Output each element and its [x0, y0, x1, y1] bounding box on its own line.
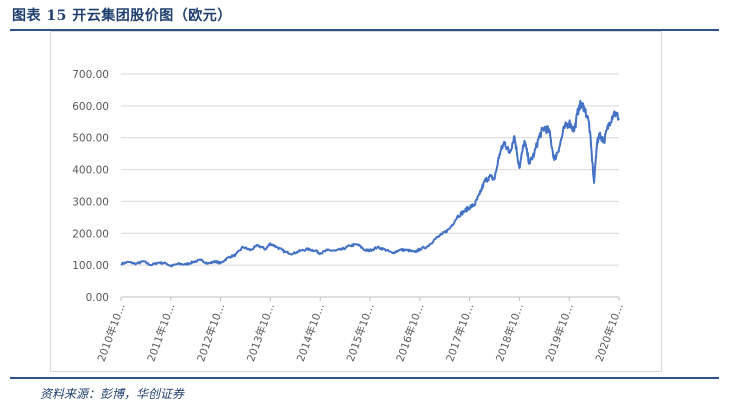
y-tick-label: 600.00 [72, 101, 109, 113]
x-tick-label: 2014年10… [294, 302, 327, 364]
y-tick-label: 0.00 [86, 292, 109, 304]
y-tick-label: 200.00 [72, 228, 109, 240]
y-tick-label: 100.00 [72, 260, 109, 272]
x-tick-label: 2017年10… [443, 302, 476, 364]
y-tick-label: 700.00 [72, 69, 109, 81]
y-tick-label: 300.00 [72, 196, 109, 208]
x-tick-label: 2013年10… [244, 302, 277, 364]
gridlines [121, 73, 619, 266]
axes [120, 296, 620, 301]
source-note: 资料来源：彭博，华创证券 [40, 387, 185, 401]
x-tick-label: 2010年10… [95, 302, 128, 364]
x-tick-label: 2012年10… [194, 302, 227, 364]
y-tick-label: 400.00 [72, 165, 109, 177]
figure-title: 图表 15 开云集团股价图（欧元） [12, 8, 232, 24]
x-axis-tick-labels: 2010年10… 2011年10… 2012年10… 2013年10… 2014年10…… [95, 302, 626, 364]
series-line-0 [120, 99, 620, 268]
x-tick-label: 2018年10… [493, 302, 526, 364]
x-tick-label: 2019年10… [543, 302, 576, 364]
y-tick-label: 500.00 [72, 133, 109, 145]
y-axis-tick-labels: 0.00 100.00 200.00 300.00 400.00 500.00 600.00… [72, 69, 109, 304]
x-tick-label: 2016年10… [394, 302, 427, 364]
title-divider [10, 29, 719, 31]
x-tick-label: 2011年10… [145, 302, 178, 364]
x-tick-label: 2020年10… [593, 302, 626, 364]
x-tick-label: 2015年10… [344, 302, 377, 364]
stock-price-chart: 0.00 100.00 200.00 300.00 400.00 500.00 600.00… [72, 69, 626, 364]
chart-frame: 0.00 100.00 200.00 300.00 400.00 500.00 600.00… [50, 31, 662, 372]
footer-divider [10, 377, 719, 379]
series-layer [120, 99, 620, 268]
